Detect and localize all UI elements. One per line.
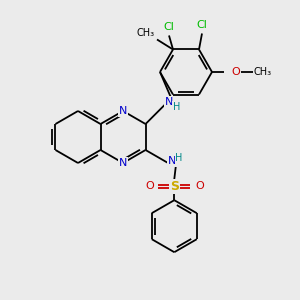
Text: CH₃: CH₃ bbox=[254, 67, 272, 77]
Text: O: O bbox=[145, 181, 154, 191]
Text: N: N bbox=[165, 97, 173, 107]
Text: S: S bbox=[170, 180, 179, 193]
Text: H: H bbox=[176, 153, 183, 163]
Text: CH₃: CH₃ bbox=[137, 28, 155, 38]
Text: Cl: Cl bbox=[196, 20, 207, 31]
Text: O: O bbox=[195, 181, 204, 191]
Text: H: H bbox=[173, 102, 180, 112]
Text: N: N bbox=[119, 158, 127, 168]
Text: O: O bbox=[232, 67, 240, 77]
Text: N: N bbox=[168, 156, 176, 166]
Text: N: N bbox=[119, 106, 127, 116]
Text: Cl: Cl bbox=[164, 22, 174, 32]
